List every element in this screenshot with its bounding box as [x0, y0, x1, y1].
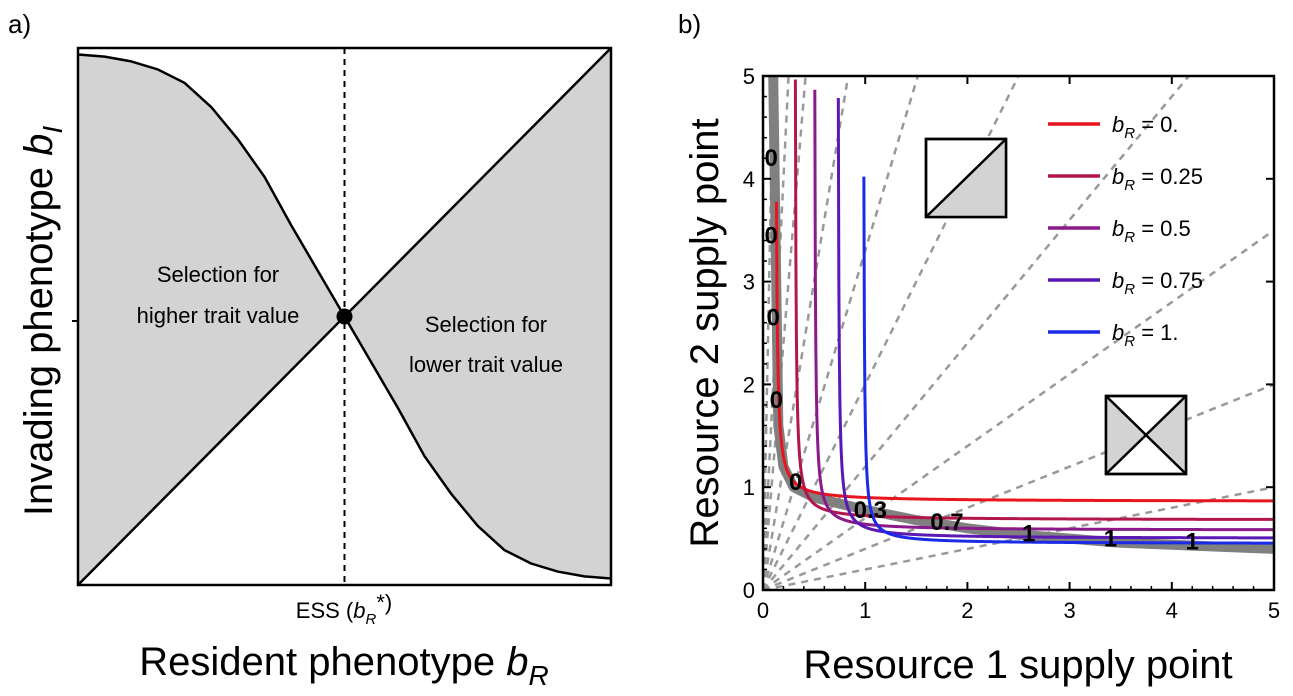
y-tick-label-2: 2 [743, 372, 755, 397]
legend-label-3: bR = 0.75 [1112, 268, 1203, 298]
curve-label-6: 0.7 [930, 509, 963, 536]
series-line-3 [836, 98, 1274, 540]
x-tick-label-3: 3 [1063, 598, 1075, 623]
x-tick-label-5: 5 [1268, 598, 1280, 623]
ess-tick-label: ESS (bR*) [296, 590, 392, 628]
series-line-1 [793, 79, 1274, 521]
envelope-curve [768, 76, 1274, 554]
dashed-ray-8 [763, 383, 1274, 590]
left-region-label-line2: higher trait value [137, 303, 300, 328]
panel-a-x-axis-title: Resident phenotype bR [139, 640, 548, 691]
series-line-2 [813, 89, 1274, 532]
panel-a-label: a) [8, 9, 31, 39]
y-tick-label-4: 4 [743, 167, 755, 192]
y-tick-label-1: 1 [743, 475, 755, 500]
panel-a: a) Selection for higher trait value Sele… [8, 9, 613, 691]
y-tick-label-0: 0 [743, 578, 755, 603]
y-tick-label-3: 3 [743, 270, 755, 295]
dashed-ray-5 [763, 76, 1020, 590]
axis-ticks: 0 1 2 3 4 5 0 1 2 3 4 5 [743, 64, 1280, 623]
legend: bR = 0. bR = 0.25 bR = 0.5 bR = 0.75 bR = 1. [1048, 112, 1203, 350]
series-line-0 [774, 201, 1274, 503]
legend-label-1: bR = 0.25 [1112, 164, 1203, 194]
legend-label-0: bR = 0. [1112, 112, 1179, 142]
y-tick-label-5: 5 [743, 64, 755, 89]
x-tick-label-1: 1 [859, 598, 871, 623]
inset-box-bottom [1104, 394, 1188, 476]
envelope-line [768, 76, 1274, 554]
legend-label-2: bR = 0.5 [1112, 216, 1191, 246]
right-shaded-region [344, 48, 611, 585]
right-region-label-line1: Selection for [425, 312, 547, 337]
curve-label-2: 0 [767, 305, 780, 332]
right-region-label-line2: lower trait value [409, 352, 563, 377]
curve-label-7: 1 [1022, 520, 1035, 547]
left-region-label-line1: Selection for [157, 262, 279, 287]
panel-a-frame [76, 46, 613, 587]
dashed-ray-3 [763, 76, 850, 590]
panel-b-label: b) [678, 9, 701, 39]
ess-point [336, 308, 353, 325]
left-shaded-region [78, 54, 345, 586]
curve-label-9: 1 [1186, 529, 1199, 556]
curve-label-4: 0 [789, 469, 802, 496]
panel-b-y-axis-title: Resource 2 supply point [683, 118, 727, 547]
curve-label-8: 1 [1104, 526, 1117, 553]
x-tick-label-2: 2 [961, 598, 973, 623]
curve-label-0: 0 [764, 145, 777, 172]
x-tick-label-0: 0 [757, 598, 769, 623]
inset-box-top [924, 137, 1008, 219]
dashed-ray-2 [763, 76, 807, 590]
x-tick-label-4: 4 [1166, 598, 1178, 623]
curve-label-3: 0 [770, 387, 783, 414]
series-curves [774, 79, 1274, 545]
dashed-ray-4 [763, 76, 920, 590]
panel-b-frame [761, 74, 1276, 592]
dashed-ray-7 [763, 229, 1274, 590]
curve-labels: 0 0 0 0 0 0.3 0.7 1 1 1 [764, 145, 1198, 555]
curve-label-5: 0.3 [854, 497, 887, 524]
series-line-4 [862, 176, 1274, 545]
panel-a-y-axis-title: Invading phenotype bI [17, 126, 68, 517]
panel-b-x-axis-title: Resource 1 supply point [803, 643, 1232, 687]
curve-label-1: 0 [764, 222, 777, 249]
legend-label-4: bR = 1. [1112, 320, 1179, 350]
